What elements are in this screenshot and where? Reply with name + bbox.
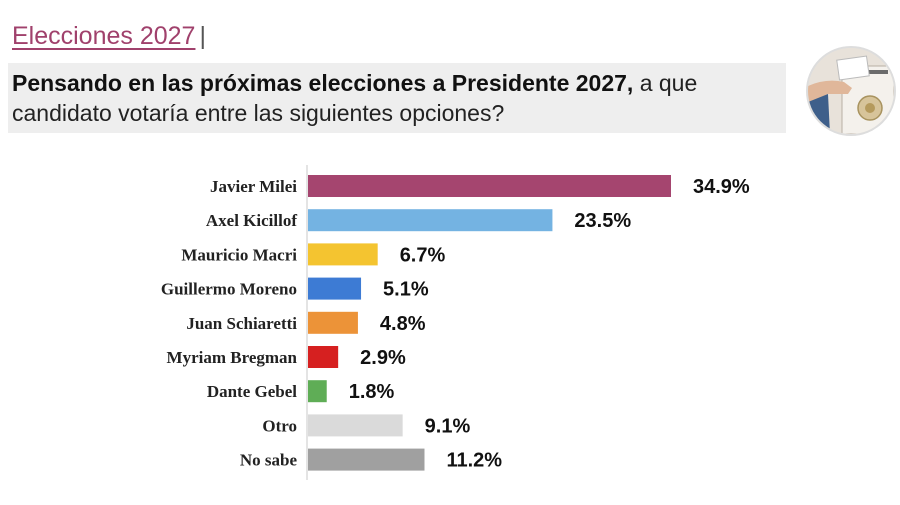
category-label-mauricio-macri: Mauricio Macri: [181, 245, 297, 264]
bar-otro: [308, 414, 403, 437]
question-rest: a que candidato votaría entre las siguie…: [12, 70, 698, 126]
value-label-guillermo-moreno: 5.1%: [383, 279, 429, 301]
ballot-box-photo: [806, 46, 896, 136]
category-label-dante-gebel: Dante Gebel: [207, 382, 297, 401]
bar-juan-schiaretti: [308, 311, 358, 334]
category-label-juan-schiaretti: Juan Schiaretti: [186, 314, 297, 333]
bar-no-sabe: [308, 448, 425, 471]
value-label-juan-schiaretti: 4.8%: [380, 313, 426, 335]
category-label-myriam-bregman: Myriam Bregman: [167, 348, 298, 367]
ballot-box-icon: [808, 48, 894, 134]
value-label-otro: 9.1%: [425, 415, 471, 437]
bar-myriam-bregman: [308, 346, 339, 368]
section-separator: |: [199, 22, 206, 50]
value-label-axel-kicillof: 23.5%: [574, 210, 631, 232]
category-label-javier-milei: Javier Milei: [210, 177, 297, 196]
question-bold: Pensando en las próximas elecciones a Pr…: [12, 70, 634, 96]
bar-guillermo-moreno: [308, 277, 362, 300]
question-background: [8, 63, 786, 133]
value-label-no-sabe: 11.2%: [446, 450, 502, 472]
value-label-mauricio-macri: 6.7%: [400, 244, 446, 266]
value-label-myriam-bregman: 2.9%: [360, 347, 406, 369]
value-label-dante-gebel: 1.8%: [349, 381, 395, 403]
value-label-javier-milei: 34.9%: [693, 176, 750, 198]
section-name: Elecciones 2027: [12, 22, 196, 50]
category-label-guillermo-moreno: Guillermo Moreno: [161, 280, 297, 299]
bar-axel-kicillof: [308, 209, 553, 232]
category-label-axel-kicillof: Axel Kicillof: [206, 211, 297, 230]
section-tag: Elecciones 2027 |: [12, 22, 206, 51]
bar-javier-milei: [308, 175, 671, 197]
category-label-otro: Otro: [262, 416, 297, 435]
category-label-no-sabe: No sabe: [240, 451, 298, 470]
question-text: Pensando en las próximas elecciones a Pr…: [12, 68, 782, 128]
bar-mauricio-macri: [308, 243, 378, 266]
bar-dante-gebel: [308, 380, 327, 403]
